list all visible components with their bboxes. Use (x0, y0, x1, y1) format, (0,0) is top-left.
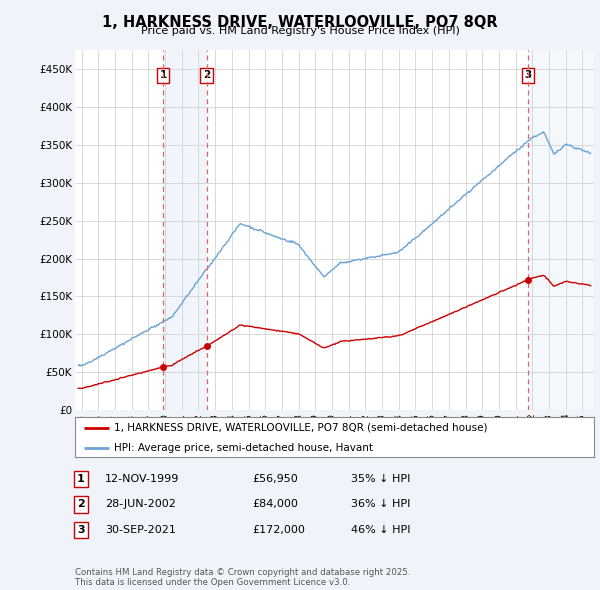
Text: £56,950: £56,950 (252, 474, 298, 484)
Text: 36% ↓ HPI: 36% ↓ HPI (351, 500, 410, 509)
Text: £84,000: £84,000 (252, 500, 298, 509)
Text: 1: 1 (160, 70, 167, 80)
Text: 3: 3 (524, 70, 532, 80)
Text: 1, HARKNESS DRIVE, WATERLOOVILLE, PO7 8QR (semi-detached house): 1, HARKNESS DRIVE, WATERLOOVILLE, PO7 8Q… (114, 423, 487, 433)
Text: 35% ↓ HPI: 35% ↓ HPI (351, 474, 410, 484)
Text: 1: 1 (77, 474, 85, 484)
Text: Price paid vs. HM Land Registry's House Price Index (HPI): Price paid vs. HM Land Registry's House … (140, 26, 460, 36)
Text: 1, HARKNESS DRIVE, WATERLOOVILLE, PO7 8QR: 1, HARKNESS DRIVE, WATERLOOVILLE, PO7 8Q… (102, 15, 498, 30)
Text: HPI: Average price, semi-detached house, Havant: HPI: Average price, semi-detached house,… (114, 444, 373, 454)
Text: 12-NOV-1999: 12-NOV-1999 (105, 474, 179, 484)
Text: 30-SEP-2021: 30-SEP-2021 (105, 525, 176, 535)
Bar (163, 50, 206, 410)
Text: 46% ↓ HPI: 46% ↓ HPI (351, 525, 410, 535)
Text: Contains HM Land Registry data © Crown copyright and database right 2025.
This d: Contains HM Land Registry data © Crown c… (75, 568, 410, 587)
Text: 2: 2 (77, 500, 85, 509)
Text: 2: 2 (203, 70, 210, 80)
Text: 28-JUN-2002: 28-JUN-2002 (105, 500, 176, 509)
Text: £172,000: £172,000 (252, 525, 305, 535)
Text: 3: 3 (77, 525, 85, 535)
Bar (528, 50, 594, 410)
